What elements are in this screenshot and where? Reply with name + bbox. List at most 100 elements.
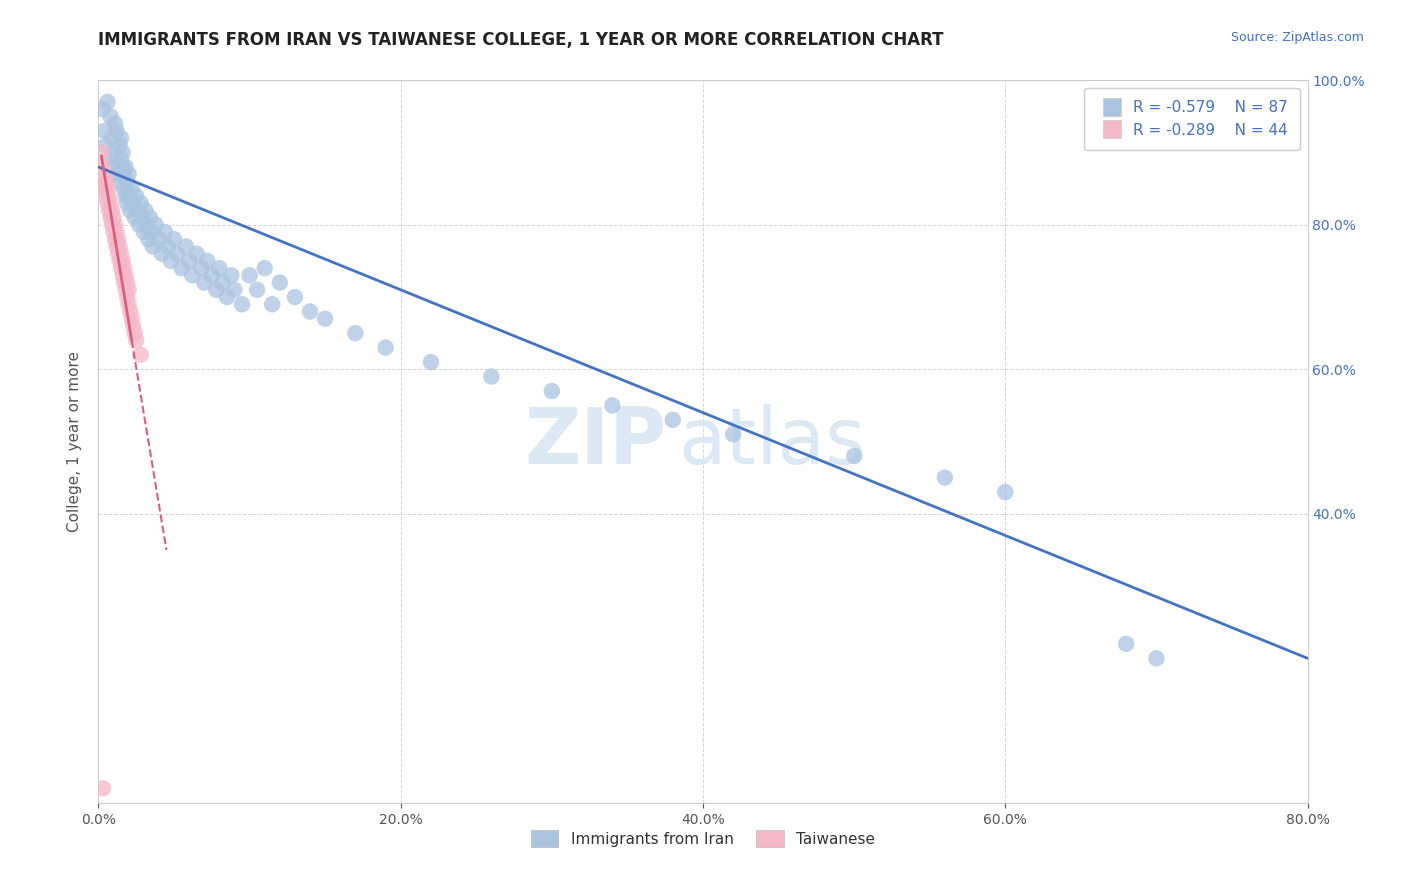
- Text: ZIP: ZIP: [524, 403, 666, 480]
- Point: [93, 182, 115, 196]
- Point: [145, 218, 167, 232]
- Point: [1144, 651, 1167, 665]
- Point: [101, 131, 124, 145]
- Point: [201, 268, 224, 283]
- Point: [114, 160, 136, 174]
- Point: [166, 246, 188, 260]
- Point: [93, 167, 115, 181]
- Point: [110, 131, 132, 145]
- Point: [481, 369, 503, 384]
- Point: [115, 174, 138, 188]
- Point: [246, 283, 269, 297]
- Point: [211, 276, 233, 290]
- Point: [105, 167, 128, 181]
- Point: [100, 110, 122, 124]
- Point: [90, 145, 112, 160]
- Point: [110, 153, 132, 167]
- Point: [110, 261, 132, 276]
- Point: [153, 225, 176, 239]
- Point: [231, 297, 253, 311]
- Point: [103, 145, 125, 160]
- Point: [299, 304, 322, 318]
- Point: [129, 348, 152, 362]
- Point: [284, 290, 307, 304]
- Text: IMMIGRANTS FROM IRAN VS TAIWANESE COLLEGE, 1 YEAR OR MORE CORRELATION CHART: IMMIGRANTS FROM IRAN VS TAIWANESE COLLEG…: [98, 31, 943, 49]
- Point: [190, 261, 212, 276]
- Point: [121, 182, 143, 196]
- Point: [91, 160, 114, 174]
- Point: [105, 239, 128, 253]
- Point: [107, 174, 129, 188]
- Point: [129, 196, 152, 211]
- Point: [239, 268, 262, 283]
- Point: [104, 218, 127, 232]
- Point: [181, 268, 204, 283]
- Point: [142, 239, 165, 253]
- Point: [100, 196, 122, 211]
- Point: [127, 203, 149, 218]
- Point: [125, 189, 148, 203]
- Point: [111, 145, 134, 160]
- Point: [148, 232, 170, 246]
- Point: [108, 239, 131, 253]
- Point: [112, 276, 135, 290]
- Point: [193, 276, 215, 290]
- Point: [262, 297, 284, 311]
- Point: [115, 196, 138, 211]
- Point: [135, 218, 157, 232]
- Point: [128, 218, 150, 232]
- Point: [112, 182, 135, 196]
- Point: [163, 232, 186, 246]
- Point: [139, 211, 162, 225]
- Point: [141, 225, 163, 239]
- Point: [540, 384, 562, 398]
- Point: [96, 196, 118, 211]
- Point: [934, 470, 956, 484]
- Text: atlas: atlas: [679, 403, 866, 480]
- Point: [114, 268, 136, 283]
- Point: [94, 189, 117, 203]
- Point: [118, 189, 141, 203]
- Point: [150, 246, 173, 260]
- Point: [98, 189, 121, 203]
- Point: [215, 290, 238, 304]
- Point: [94, 174, 117, 188]
- Point: [107, 246, 129, 260]
- Point: [125, 334, 148, 348]
- Point: [111, 160, 134, 174]
- Point: [108, 138, 131, 153]
- Point: [91, 174, 114, 188]
- Point: [221, 268, 243, 283]
- Point: [107, 232, 129, 246]
- Point: [103, 225, 125, 239]
- Point: [91, 781, 114, 796]
- Point: [160, 253, 183, 268]
- Point: [114, 189, 136, 203]
- Point: [602, 398, 624, 412]
- Point: [170, 261, 193, 276]
- Point: [156, 239, 179, 253]
- Point: [120, 203, 142, 218]
- Point: [115, 290, 138, 304]
- Point: [132, 225, 155, 239]
- Point: [118, 167, 141, 181]
- Point: [174, 239, 197, 253]
- Point: [111, 268, 134, 283]
- Point: [122, 318, 145, 333]
- Point: [93, 124, 115, 138]
- Point: [994, 485, 1017, 500]
- Point: [121, 311, 143, 326]
- Point: [134, 203, 156, 218]
- Point: [105, 225, 128, 239]
- Point: [269, 276, 291, 290]
- Point: [120, 304, 142, 318]
- Point: [98, 153, 121, 167]
- Point: [108, 253, 131, 268]
- Point: [122, 196, 145, 211]
- Point: [98, 203, 121, 218]
- Y-axis label: College, 1 year or more: College, 1 year or more: [67, 351, 83, 532]
- Point: [115, 276, 138, 290]
- Point: [1115, 637, 1137, 651]
- Point: [94, 138, 117, 153]
- Point: [344, 326, 367, 340]
